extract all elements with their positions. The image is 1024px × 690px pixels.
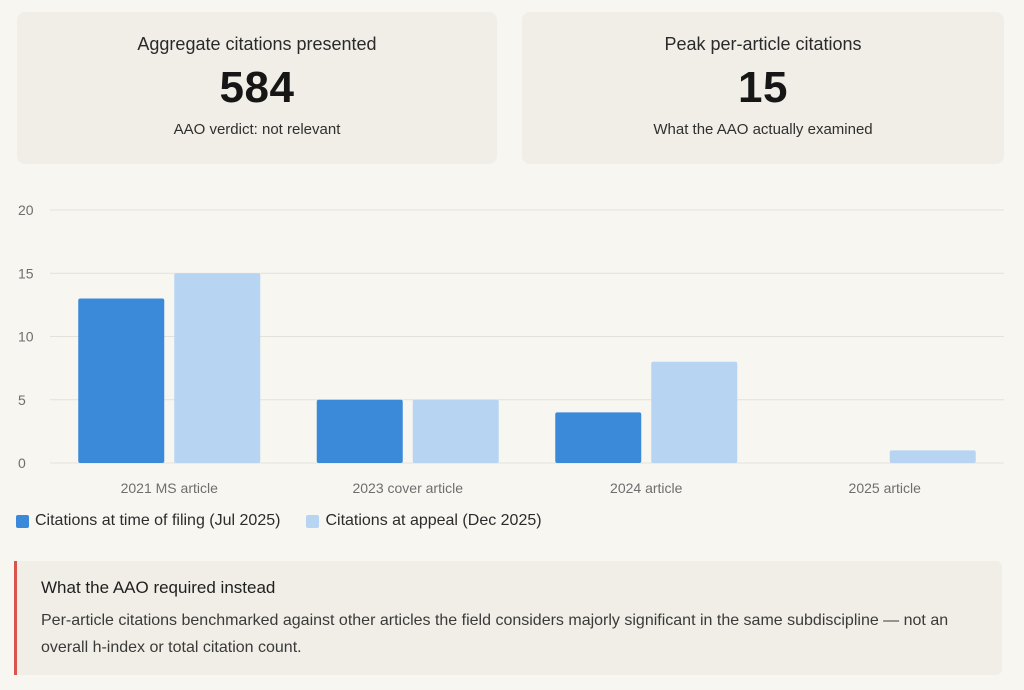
legend-item-filing: Citations at time of filing (Jul 2025) [16,512,280,530]
card-title: Aggregate citations presented [137,34,377,54]
citations-bar-chart: 0 5 10 15 20 2021 MS article 2023 cover articl… [18,202,1004,496]
x-tick-label: 2025 article [849,480,922,496]
x-tick-label: 2023 cover article [352,480,463,496]
y-tick-label: 0 [18,455,26,471]
card-value: 15 [738,63,788,112]
bar-filing [316,399,403,463]
aggregate-citations-card: Aggregate citations presented 584 AAO ve… [17,12,497,164]
y-tick-label: 10 [18,329,34,345]
aao-requirement-callout: What the AAO required instead Per-articl… [14,561,1002,675]
bar-appeal [412,399,499,463]
legend-swatch-appeal [306,514,320,528]
x-tick-label: 2021 MS article [121,480,218,496]
bar-appeal [889,450,976,463]
peak-citations-card: Peak per-article citations 15 What the A… [522,12,1004,164]
bar-appeal [651,361,738,463]
legend-label-appeal: Citations at appeal (Dec 2025) [325,512,542,529]
card-value: 584 [219,63,295,112]
legend-label-filing: Citations at time of filing (Jul 2025) [35,512,281,529]
bar-appeal [174,273,261,463]
legend-swatch-filing [16,514,29,528]
callout-title: What the AAO required instead [41,578,276,597]
bar-filing [555,412,642,463]
legend-item-appeal: Citations at appeal (Dec 2025) [306,512,542,530]
bar-filing [78,298,165,463]
callout-text: Per-article citations benchmarked agains… [41,612,949,656]
y-tick-label: 5 [18,392,26,408]
chart-legend: Citations at time of filing (Jul 2025) C… [16,512,568,530]
x-tick-label: 2024 article [610,480,683,496]
card-subtitle: What the AAO actually examined [653,121,873,138]
y-tick-label: 20 [18,202,34,218]
card-subtitle: AAO verdict: not relevant [173,121,341,138]
card-title: Peak per-article citations [664,34,862,54]
y-tick-label: 15 [18,265,34,281]
